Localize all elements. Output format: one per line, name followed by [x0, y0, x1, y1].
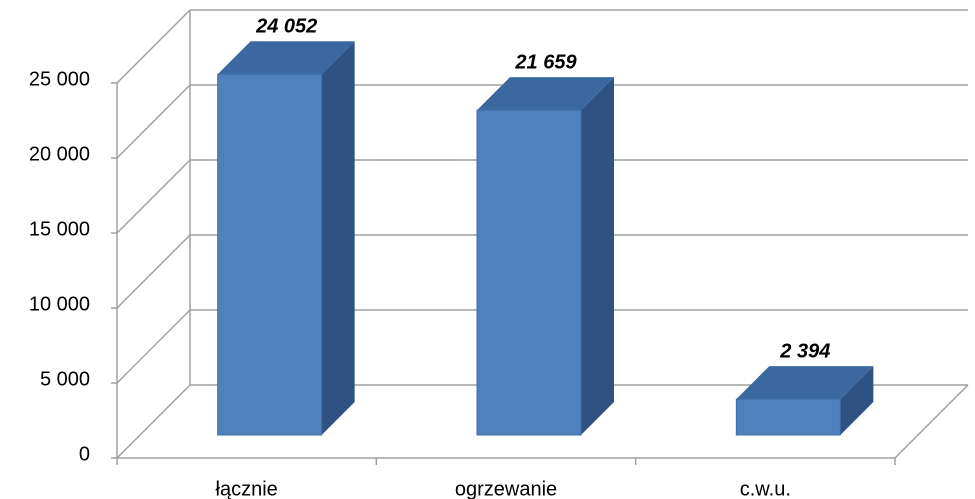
- y-tick-label: 15 000: [29, 218, 90, 240]
- value-label: 21 659: [514, 51, 577, 73]
- floor-right: [894, 384, 969, 459]
- x-tick-label: ogrzewanie: [455, 478, 557, 499]
- x-tick-label: łącznie: [216, 478, 278, 499]
- y-tick-label: 10 000: [29, 293, 90, 315]
- grid-line-side: [116, 84, 191, 159]
- value-label: 24 052: [255, 16, 317, 38]
- grid-line-side: [116, 9, 191, 84]
- y-tick-label: 20 000: [29, 143, 90, 165]
- bar-side: [840, 366, 874, 435]
- bar-top: [736, 366, 874, 400]
- bar-side: [321, 41, 355, 435]
- bar: [217, 73, 323, 436]
- grid-line-side: [116, 159, 191, 234]
- bar: [735, 398, 841, 436]
- bar-top: [217, 41, 355, 75]
- value-label: 2 394: [779, 340, 830, 362]
- bar-top: [477, 77, 614, 111]
- grid-line-side: [116, 309, 191, 384]
- y-tick-label: 0: [79, 443, 90, 465]
- grid-line-side: [116, 234, 191, 309]
- y-tick-label: 5 000: [40, 368, 90, 390]
- x-tick-label: c.w.u.: [740, 478, 791, 499]
- bar-side: [581, 77, 614, 436]
- y-tick-label: 25 000: [29, 68, 90, 90]
- bar: [476, 109, 582, 436]
- grid-line-side: [116, 384, 191, 459]
